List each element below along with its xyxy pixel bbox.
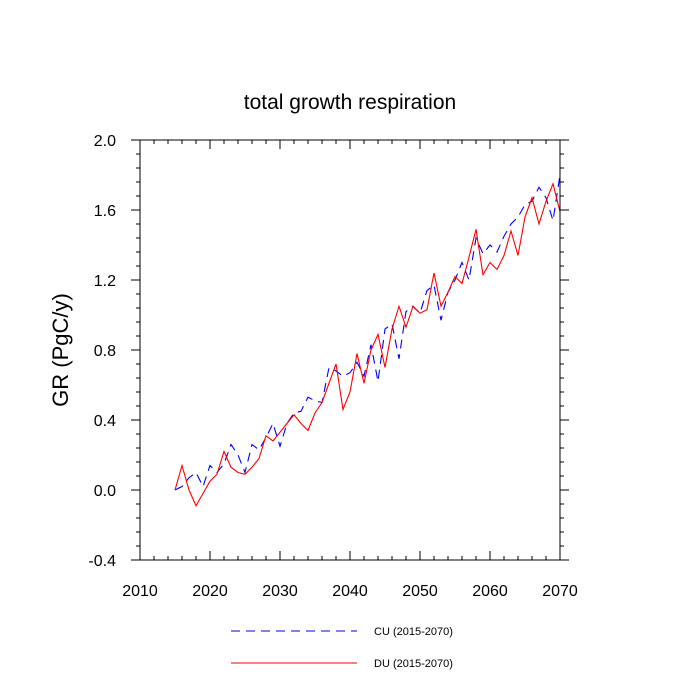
legend: CU (2015-2070) DU (2015-2070) [231, 626, 453, 670]
legend-label: DU (2015-2070) [374, 658, 453, 670]
y-tick-label: 0.8 [94, 343, 116, 360]
x-tick-label: 2020 [192, 583, 228, 600]
x-tick-label: 2060 [472, 583, 508, 600]
legend-label: CU (2015-2070) [374, 626, 453, 638]
y-tick-label: 2.0 [94, 133, 116, 150]
plot-frame [139, 139, 561, 561]
axis-ticks: 2010 2020 2030 2040 2050 2060 2070 -0.4 0.0 0.4 0.… [88, 133, 577, 600]
series-line-cu [174, 174, 561, 491]
y-tick-label: 1.2 [94, 273, 116, 290]
x-tick-label: 2040 [332, 583, 368, 600]
chart-title: total growth respiration [244, 91, 456, 114]
data-series [174, 174, 561, 507]
y-tick-label: 0.4 [94, 413, 116, 430]
y-tick-label: -0.4 [88, 553, 116, 570]
x-tick-label: 2070 [542, 583, 578, 600]
series-line-du [174, 181, 561, 507]
y-axis-label: GR (PgC/y) [48, 293, 73, 407]
x-tick-label: 2050 [402, 583, 438, 600]
y-tick-label: 1.6 [94, 203, 116, 220]
y-tick-label: 0.0 [94, 483, 116, 500]
x-tick-label: 2030 [262, 583, 298, 600]
x-tick-label: 2010 [122, 583, 158, 600]
